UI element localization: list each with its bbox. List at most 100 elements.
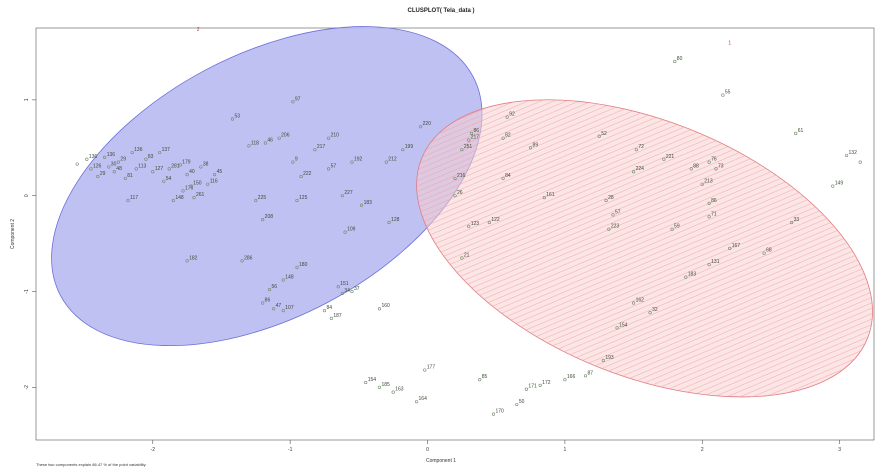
data-point [343,230,347,234]
data-point [144,157,148,161]
data-point [601,358,605,363]
data-point [85,157,89,161]
point-label: 163 [395,387,404,393]
point-label: 217 [471,135,480,141]
x-tick-label: 3 [838,447,841,453]
data-point [467,224,471,228]
data-point [707,263,711,267]
data-point [340,291,344,296]
data-point [199,165,203,169]
cluster-ellipses: 21 [51,26,873,398]
point-label: 86 [711,198,717,204]
point-label: 126 [93,163,102,169]
point-label: 29 [120,157,126,163]
point-label: 88 [693,163,699,169]
data-point [414,400,419,404]
point-label: 193 [605,355,614,361]
data-point [762,251,766,255]
data-point [528,146,533,150]
point-label: 281 [171,163,180,169]
point-label: 72 [638,144,644,150]
point-label: 132 [849,150,858,156]
data-point [728,246,732,250]
point-label: 109 [347,227,356,233]
data-point [327,167,331,171]
data-point [501,176,505,181]
data-point [469,131,474,135]
data-point [491,412,496,416]
data-point [631,170,636,174]
data-point [107,165,111,169]
data-point [631,301,636,305]
point-label: 97 [295,96,301,102]
point-label: 55 [725,90,731,96]
cluster-ellipse-2 [51,26,483,347]
data-point [329,316,333,320]
point-label: 76 [711,157,717,163]
point-label: 251 [464,144,473,150]
point-label: 171 [528,384,537,390]
data-point [116,160,121,164]
point-label: 82 [505,133,511,139]
point-label: 122 [491,217,500,223]
data-point [364,380,368,385]
point-label: 286 [244,255,253,261]
data-point [707,215,711,219]
point-label: 33 [794,217,800,223]
point-label: 57 [615,209,621,215]
point-label: 187 [333,313,342,319]
point-label: 9 [295,157,298,163]
data-point [75,162,79,166]
data-point [794,131,798,135]
point-label: 128 [391,217,400,223]
data-point [542,195,546,200]
point-label: 83 [148,154,154,160]
data-point [515,402,519,407]
point-label: 206 [281,133,290,139]
point-label: 131 [711,259,720,265]
point-label: 136 [107,152,116,158]
y-tick-label: 0 [24,194,30,197]
point-label: 162 [636,297,645,303]
data-point [158,150,162,155]
data-point [615,326,619,330]
data-point [501,136,505,140]
point-label: 136 [89,154,98,160]
point-label: 150 [193,181,202,187]
point-label: 154 [619,322,628,328]
data-point [171,198,175,203]
point-label: 54 [166,176,172,182]
point-label: 182 [189,255,198,261]
point-label: 80 [677,56,683,62]
data-point [103,155,107,159]
variability-note: These two components explain 86.47 % of … [36,462,146,467]
data-point [254,198,258,203]
point-label: 125 [299,195,308,201]
data-point [151,170,155,174]
data-point [322,309,327,313]
point-label: 47 [276,303,282,309]
data-point [377,307,382,311]
data-point [89,167,93,171]
point-label: 84 [326,305,332,311]
point-label: 127 [155,166,164,172]
point-label: 52 [601,131,607,137]
data-point [538,383,542,387]
data-points: 1361262913630482981136113831271375428117… [75,56,862,416]
data-point [611,213,615,217]
data-point [384,160,388,164]
point-label: 32 [652,307,658,313]
y-tick-label: -1 [24,289,30,294]
point-label: 61 [798,128,804,134]
data-point [181,189,185,193]
data-point [336,285,340,289]
data-point [673,59,677,64]
point-label: 149 [835,181,844,187]
data-point [299,174,303,179]
point-label: 38 [203,161,209,167]
data-point [467,138,471,142]
point-label: 222 [303,171,312,177]
data-point [714,167,718,171]
data-point [689,167,693,171]
point-label: 179 [182,160,191,166]
